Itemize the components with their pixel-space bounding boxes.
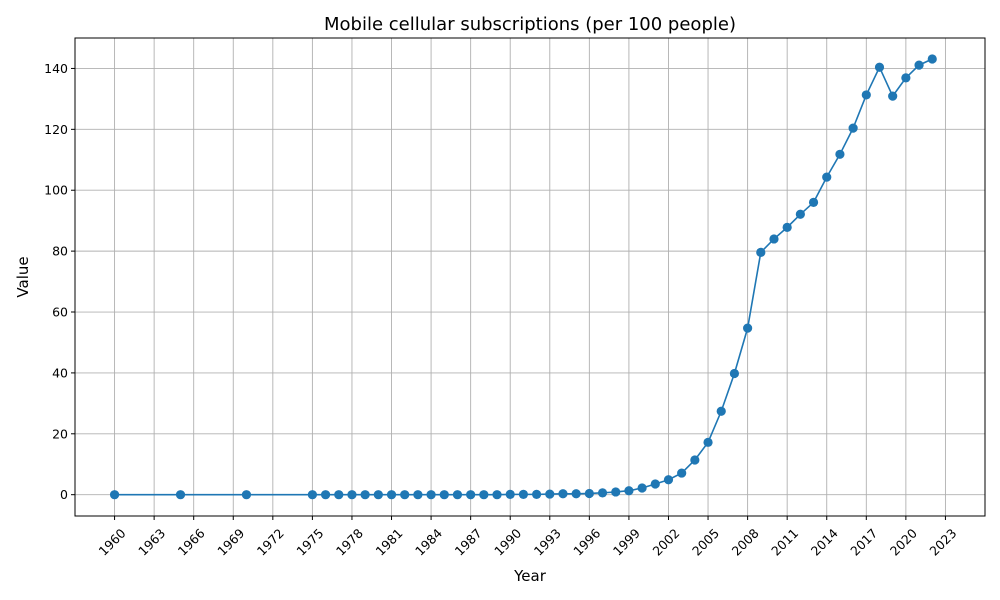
chart-title: Mobile cellular subscriptions (per 100 p… <box>324 14 736 35</box>
x-tick-label: 1963 <box>135 525 168 558</box>
series-line <box>114 58 933 496</box>
data-point-1988 <box>479 490 489 500</box>
data-point-2002 <box>663 475 674 485</box>
data-point-1992 <box>531 489 542 499</box>
data-point-2000 <box>637 483 647 493</box>
y-tick-label: 120 <box>44 122 68 137</box>
data-point-1993 <box>545 489 555 499</box>
x-tick-label: 1975 <box>293 525 326 558</box>
data-point-2008 <box>743 323 753 333</box>
x-tick-label: 1996 <box>570 525 603 558</box>
data-point-2001 <box>650 479 660 489</box>
y-tick-label: 140 <box>44 61 68 76</box>
x-tick-label: 1972 <box>254 525 287 558</box>
data-point-2014 <box>822 172 832 182</box>
y-tick-label: 20 <box>52 426 68 441</box>
x-tick-label: 1990 <box>491 525 524 558</box>
x-tick-label: 1993 <box>531 525 564 558</box>
data-point-1985 <box>439 490 449 500</box>
x-tick-label: 1969 <box>214 525 247 558</box>
data-point-1983 <box>413 490 423 500</box>
x-axis-label: Year <box>513 567 547 585</box>
data-point-1978 <box>347 490 357 500</box>
data-point-1982 <box>400 490 410 500</box>
y-axis-ticks: 0 20 40 60 80 100 120 140 <box>44 61 75 502</box>
y-tick-label: 80 <box>52 244 68 259</box>
data-point-2019 <box>888 91 898 101</box>
x-tick-label: 1987 <box>452 525 485 558</box>
x-tick-label: 2017 <box>847 525 880 558</box>
data-point-1977 <box>334 490 344 500</box>
x-axis-ticks: 1960 1963 1966 1969 1972 1975 1978 1981 1984 1987… <box>96 516 960 559</box>
x-tick-label: 2005 <box>689 525 722 558</box>
data-point-1984 <box>426 490 436 500</box>
data-point-2018 <box>874 62 885 72</box>
data-point-2022 <box>927 54 937 64</box>
x-tick-label: 1966 <box>175 525 208 558</box>
data-point-1989 <box>492 490 502 500</box>
x-tick-label: 1978 <box>333 525 366 558</box>
data-point-1995 <box>571 489 581 499</box>
data-point-1987 <box>466 490 476 500</box>
x-tick-label: 1981 <box>372 525 405 558</box>
data-point-2017 <box>861 90 871 100</box>
data-point-2011 <box>782 222 792 232</box>
x-tick-label: 1984 <box>412 525 445 558</box>
data-point-1976 <box>320 490 331 500</box>
data-point-2006 <box>716 406 726 416</box>
data-point-2003 <box>677 468 687 478</box>
data-point-1960 <box>109 490 120 500</box>
data-point-2012 <box>795 209 805 219</box>
data-point-2009 <box>756 247 766 257</box>
data-point-1979 <box>360 490 370 500</box>
y-tick-label: 60 <box>52 305 68 320</box>
data-point-1998 <box>611 487 621 497</box>
data-point-1970 <box>241 490 252 500</box>
data-point-1980 <box>373 490 383 500</box>
data-point-2007 <box>729 368 740 379</box>
series-layer <box>109 54 937 500</box>
y-tick-label: 40 <box>52 365 68 380</box>
x-tick-label: 2011 <box>768 525 801 558</box>
x-tick-label: 2002 <box>649 525 682 558</box>
data-point-2005 <box>703 437 713 447</box>
x-tick-label: 2023 <box>926 525 959 558</box>
data-point-2016 <box>848 123 858 133</box>
data-point-1997 <box>597 488 608 498</box>
data-point-1981 <box>386 490 397 500</box>
data-point-1986 <box>452 490 463 500</box>
data-point-1996 <box>584 488 594 499</box>
x-tick-label: 1999 <box>610 525 643 558</box>
data-point-2004 <box>690 455 700 465</box>
data-point-2020 <box>901 73 911 83</box>
grid <box>75 38 985 516</box>
data-point-1991 <box>518 489 529 499</box>
y-axis-label: Value <box>14 256 32 297</box>
x-tick-label: 2008 <box>729 525 762 558</box>
data-point-2010 <box>769 234 779 244</box>
data-point-1994 <box>558 489 568 499</box>
x-tick-label: 1960 <box>96 525 129 558</box>
x-tick-label: 2014 <box>808 525 841 558</box>
data-point-1999 <box>624 486 634 496</box>
data-point-2015 <box>835 149 845 159</box>
data-point-1975 <box>307 490 317 500</box>
x-tick-label: 2020 <box>887 525 920 558</box>
data-point-2013 <box>808 197 819 208</box>
y-tick-label: 100 <box>44 183 68 198</box>
y-tick-label: 0 <box>60 487 68 502</box>
plot-area-frame <box>74 37 986 517</box>
data-point-1965 <box>175 490 186 500</box>
data-point-1990 <box>505 489 515 499</box>
data-point-2021 <box>914 60 924 70</box>
